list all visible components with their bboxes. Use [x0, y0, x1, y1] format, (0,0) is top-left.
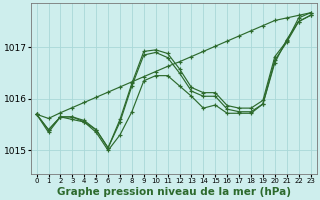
- X-axis label: Graphe pression niveau de la mer (hPa): Graphe pression niveau de la mer (hPa): [57, 187, 291, 197]
